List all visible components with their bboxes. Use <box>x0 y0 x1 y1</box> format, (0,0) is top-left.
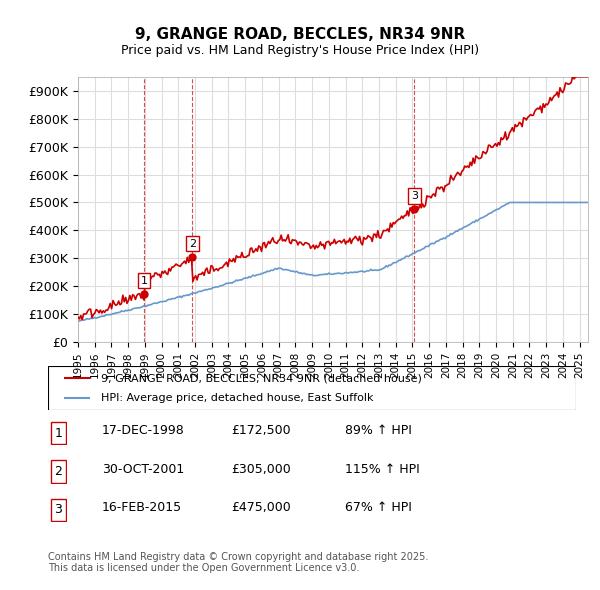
Text: £475,000: £475,000 <box>231 501 291 514</box>
Text: HPI: Average price, detached house, East Suffolk: HPI: Average price, detached house, East… <box>101 393 373 402</box>
Text: 1: 1 <box>54 427 62 440</box>
Text: 67% ↑ HPI: 67% ↑ HPI <box>345 501 412 514</box>
Text: 1: 1 <box>141 276 148 286</box>
Text: £305,000: £305,000 <box>231 463 291 476</box>
Text: 2: 2 <box>54 465 62 478</box>
Text: 16-FEB-2015: 16-FEB-2015 <box>102 501 182 514</box>
Text: 2: 2 <box>188 238 196 248</box>
Text: 89% ↑ HPI: 89% ↑ HPI <box>345 424 412 437</box>
Text: 17-DEC-1998: 17-DEC-1998 <box>102 424 185 437</box>
Text: Price paid vs. HM Land Registry's House Price Index (HPI): Price paid vs. HM Land Registry's House … <box>121 44 479 57</box>
Text: 30-OCT-2001: 30-OCT-2001 <box>102 463 184 476</box>
Text: 115% ↑ HPI: 115% ↑ HPI <box>345 463 420 476</box>
Text: Contains HM Land Registry data © Crown copyright and database right 2025.: Contains HM Land Registry data © Crown c… <box>48 552 428 562</box>
Text: 9, GRANGE ROAD, BECCLES, NR34 9NR: 9, GRANGE ROAD, BECCLES, NR34 9NR <box>135 27 465 41</box>
Text: £172,500: £172,500 <box>231 424 290 437</box>
Text: 3: 3 <box>54 503 62 516</box>
Text: 9, GRANGE ROAD, BECCLES, NR34 9NR (detached house): 9, GRANGE ROAD, BECCLES, NR34 9NR (detac… <box>101 373 422 383</box>
Text: 3: 3 <box>411 191 418 201</box>
Text: This data is licensed under the Open Government Licence v3.0.: This data is licensed under the Open Gov… <box>48 563 359 573</box>
